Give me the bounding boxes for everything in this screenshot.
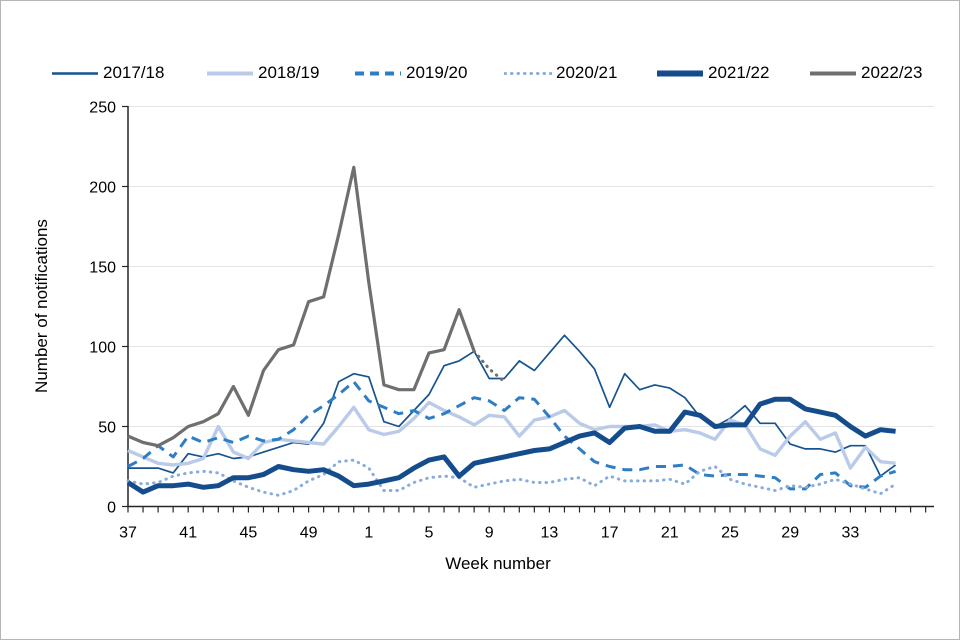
series-line-2018-19 xyxy=(127,400,896,470)
series-line-2022-23 xyxy=(127,165,476,448)
legend-swatch-dashed-line xyxy=(355,71,401,75)
legend-item-2017-18: 2017/18 xyxy=(51,63,164,83)
legend-label: 2020/21 xyxy=(556,63,618,82)
legend-swatch-dotted-line xyxy=(504,71,552,75)
x-tick-label: 33 xyxy=(842,525,860,542)
legend-label: 2019/20 xyxy=(406,63,468,82)
x-tick-label: 21 xyxy=(661,525,679,542)
legend-label: 2018/19 xyxy=(258,63,320,82)
legend-item-2021-22: 2021/22 xyxy=(656,63,769,83)
data-series xyxy=(126,165,898,497)
x-tick-label: 45 xyxy=(240,525,258,542)
y-tick-label: 250 xyxy=(89,100,116,117)
series-line-2017-18 xyxy=(128,334,897,477)
x-tick-label: 37 xyxy=(119,525,137,542)
x-tick-label: 17 xyxy=(601,525,619,542)
y-axis-title: Number of notifications xyxy=(32,219,51,393)
gridlines xyxy=(128,106,934,427)
legend-label: 2017/18 xyxy=(103,63,165,82)
series-line-2019-20 xyxy=(127,380,897,491)
x-tick-label: 5 xyxy=(425,525,434,542)
legend-swatch-solid-line xyxy=(810,71,856,75)
series-line-2021-22 xyxy=(126,396,896,495)
axis-tick-labels: 0 50 100 150 200 250 37 41 45 49 1 5 9 13 17 21 25 29 33 xyxy=(89,100,859,542)
legend-swatch-solid-line xyxy=(207,71,253,75)
x-tick-label: 1 xyxy=(364,525,373,542)
x-tick-label: 41 xyxy=(179,525,197,542)
y-tick-label: 0 xyxy=(107,500,116,517)
x-tick-label: 13 xyxy=(541,525,559,542)
axes xyxy=(122,105,934,513)
y-tick-label: 50 xyxy=(98,420,116,437)
x-tick-label: 25 xyxy=(721,525,739,542)
legend-item-2020-21: 2020/21 xyxy=(504,63,617,83)
chart-legend: 2017/18 2018/19 2019/20 2020/21 2021/22 2022/… xyxy=(1,63,959,85)
legend-swatch-solid-line xyxy=(657,70,703,76)
legend-swatch-solid-line xyxy=(52,71,98,75)
x-axis-title: Week number xyxy=(445,554,551,573)
legend-item-2019-20: 2019/20 xyxy=(354,63,467,83)
legend-label: 2022/23 xyxy=(861,63,923,82)
series-line-2022-23-provisional-dotted xyxy=(472,349,506,384)
x-tick-label: 9 xyxy=(485,525,494,542)
x-tick-label: 49 xyxy=(300,525,318,542)
legend-item-2022-23: 2022/23 xyxy=(809,63,922,83)
y-tick-label: 150 xyxy=(89,260,116,277)
legend-item-2018-19: 2018/19 xyxy=(206,63,319,83)
y-tick-label: 200 xyxy=(89,180,116,197)
series-line-2020-21 xyxy=(126,458,898,497)
x-tick-label: 29 xyxy=(781,525,799,542)
y-tick-label: 100 xyxy=(89,340,116,357)
legend-label: 2021/22 xyxy=(708,63,770,82)
